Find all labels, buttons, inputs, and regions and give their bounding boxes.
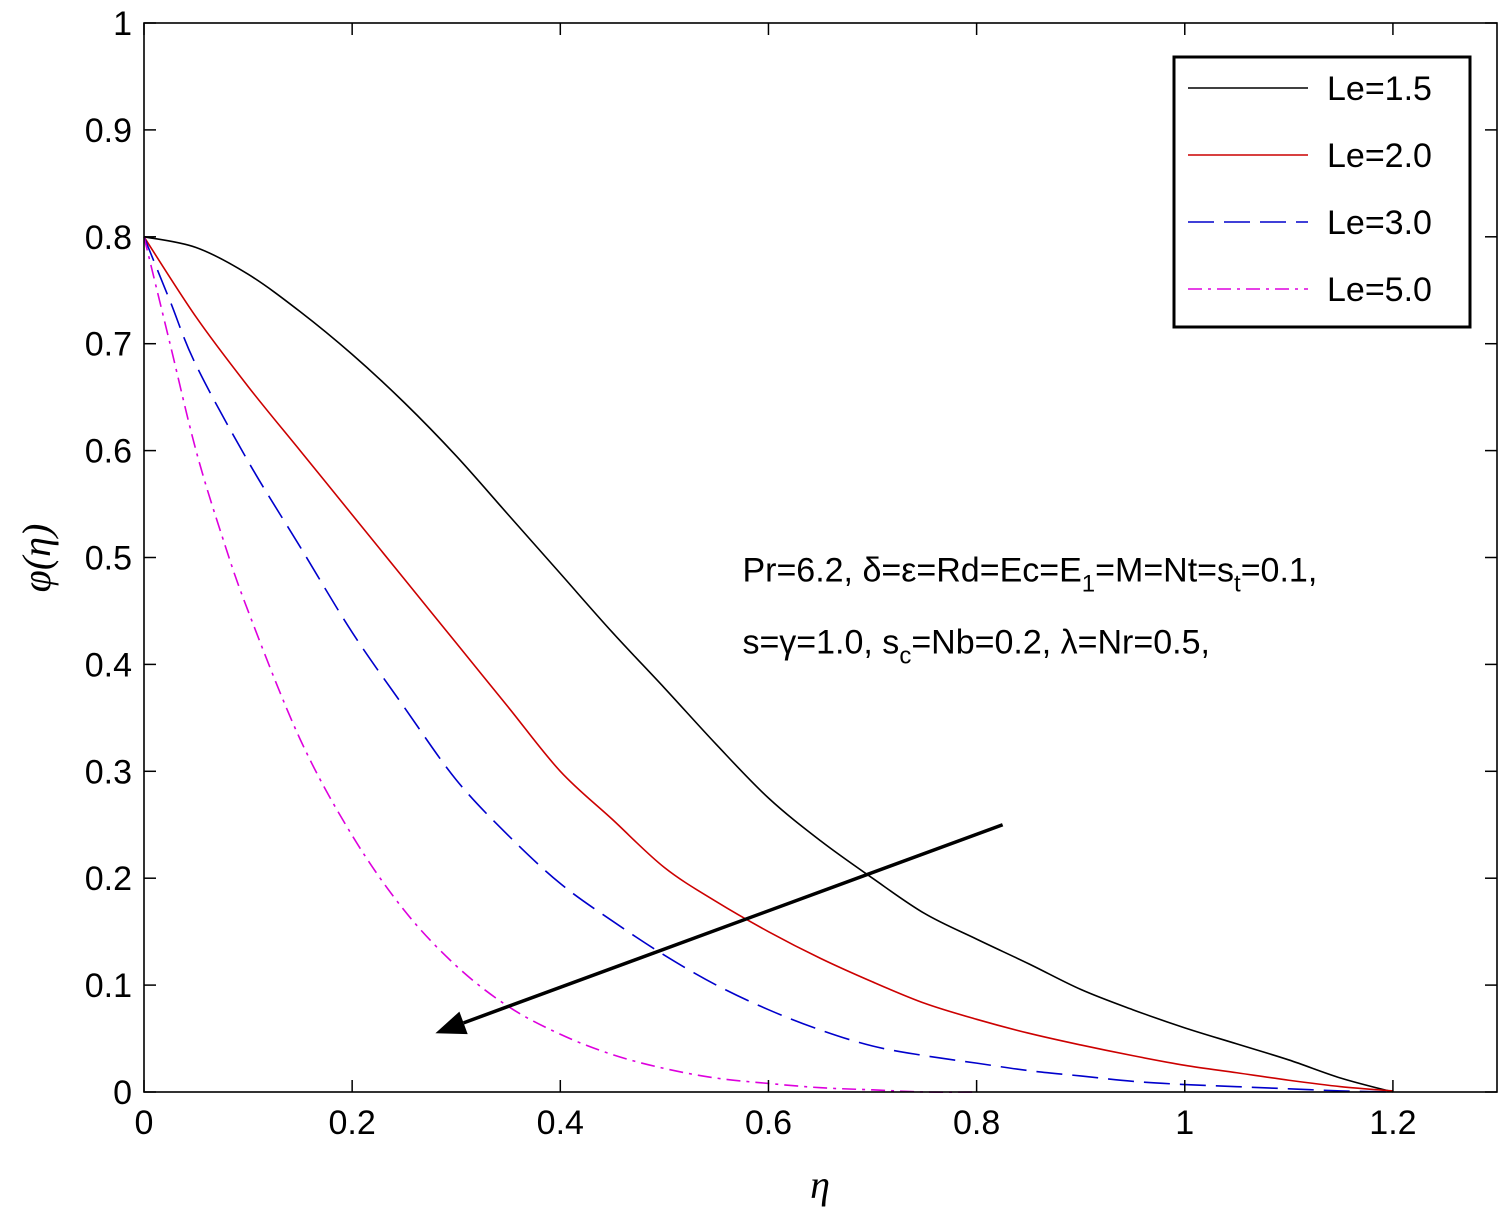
annotation-segment: t	[1234, 571, 1241, 598]
y-axis-title: φ(η)	[14, 524, 59, 593]
legend-box	[1172, 55, 1472, 329]
y-tick-label: 0.3	[85, 753, 132, 791]
x-tick-label: 0.2	[329, 1104, 376, 1142]
legend-label-1: Le=1.5	[1327, 70, 1432, 108]
y-tick-label: 0.6	[85, 433, 132, 471]
annotation-layer: Pr=6.2, δ=ε=Rd=Ec=E1=M=Nt=st=0.1, s=γ=1.0…	[742, 552, 1317, 670]
y-tick-label: 0	[113, 1074, 132, 1112]
x-tick-label: 1	[1175, 1104, 1194, 1142]
legend: Le=1.5 Le=2.0 Le=3.0 Le=5.0	[1172, 55, 1472, 329]
trend-arrow-shaft	[462, 823, 1004, 1025]
y-tick-label: 0.1	[85, 967, 132, 1005]
y-tick-label: 0.9	[85, 112, 132, 150]
x-tick-label: 0	[135, 1104, 154, 1142]
series-line-4	[143, 236, 977, 1093]
x-tick-label: 0.4	[537, 1104, 584, 1142]
x-axis-title: η	[810, 1162, 830, 1207]
tick-labels-layer: 0 0.2 0.4 0.6 0.8 1 1.2 0 0.1 0.2 0.3 0.4 0.5 0.6 0.7 0…	[85, 5, 1417, 1142]
x-tick-label: 0.8	[953, 1104, 1000, 1142]
series-line-3	[143, 236, 1393, 1093]
y-tick-label: 1	[113, 5, 132, 43]
annotation-segment: c	[899, 643, 911, 670]
legend-label-4: Le=5.0	[1327, 271, 1432, 309]
y-tick-label: 0.2	[85, 860, 132, 898]
x-tick-label: 0.6	[745, 1104, 792, 1142]
annotation-segment: =M=Nt=s	[1095, 552, 1234, 590]
legend-label-2: Le=2.0	[1327, 137, 1432, 175]
y-tick-label: 0.4	[85, 646, 132, 684]
annotation-line-2: s=γ=1.0, sc=Nb=0.2, λ=Nr=0.5,	[742, 624, 1210, 670]
annotation-segment: 1	[1082, 571, 1095, 598]
series-line-1	[143, 236, 1394, 1093]
y-tick-label: 0.8	[85, 219, 132, 257]
annotation-segment: =Nb=0.2, λ=Nr=0.5,	[911, 624, 1210, 662]
annotation-segment: =0.1,	[1241, 552, 1318, 590]
trend-arrow-head	[435, 1011, 468, 1035]
ticks-layer	[143, 22, 1497, 1093]
series-layer	[143, 236, 1394, 1093]
annotation-segment: s=γ=1.0, s	[742, 624, 899, 662]
x-tick-label: 1.2	[1369, 1104, 1416, 1142]
y-tick-label: 0.7	[85, 326, 132, 364]
legend-label-3: Le=3.0	[1327, 204, 1432, 242]
annotation-line-1: Pr=6.2, δ=ε=Rd=Ec=E1=M=Nt=st=0.1,	[742, 552, 1317, 598]
arrow-layer	[435, 823, 1004, 1035]
annotation-segment: Pr=6.2, δ=ε=Rd=Ec=E	[742, 552, 1081, 590]
y-tick-label: 0.5	[85, 540, 132, 578]
series-line-2	[143, 236, 1393, 1092]
